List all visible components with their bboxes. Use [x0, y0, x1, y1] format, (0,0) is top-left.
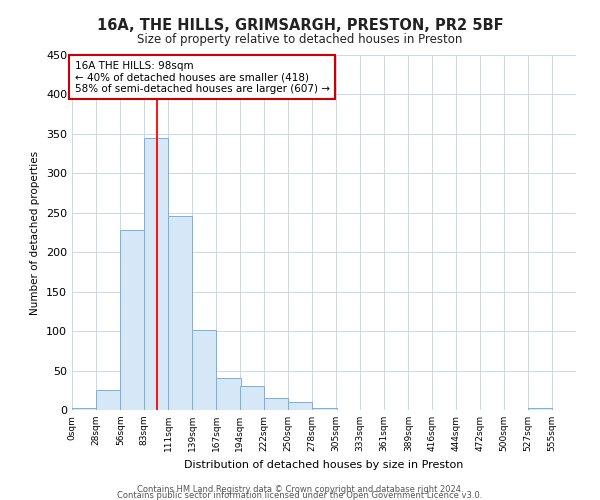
Text: Size of property relative to detached houses in Preston: Size of property relative to detached ho…: [137, 32, 463, 46]
Bar: [168, 216, 192, 410]
Text: Contains public sector information licensed under the Open Government Licence v3: Contains public sector information licen…: [118, 490, 482, 500]
Y-axis label: Number of detached properties: Number of detached properties: [31, 150, 40, 314]
Bar: [121, 230, 145, 410]
Bar: [144, 138, 168, 410]
Bar: [192, 330, 217, 410]
Bar: [288, 402, 313, 410]
Bar: [217, 378, 241, 410]
Bar: [240, 386, 264, 410]
X-axis label: Distribution of detached houses by size in Preston: Distribution of detached houses by size …: [184, 460, 464, 469]
Bar: [96, 390, 121, 410]
Text: 16A THE HILLS: 98sqm
← 40% of detached houses are smaller (418)
58% of semi-deta: 16A THE HILLS: 98sqm ← 40% of detached h…: [74, 60, 329, 94]
Bar: [527, 408, 552, 410]
Text: 16A, THE HILLS, GRIMSARGH, PRESTON, PR2 5BF: 16A, THE HILLS, GRIMSARGH, PRESTON, PR2 …: [97, 18, 503, 32]
Text: Contains HM Land Registry data © Crown copyright and database right 2024.: Contains HM Land Registry data © Crown c…: [137, 484, 463, 494]
Bar: [264, 398, 288, 410]
Bar: [72, 408, 96, 410]
Bar: [313, 408, 337, 410]
